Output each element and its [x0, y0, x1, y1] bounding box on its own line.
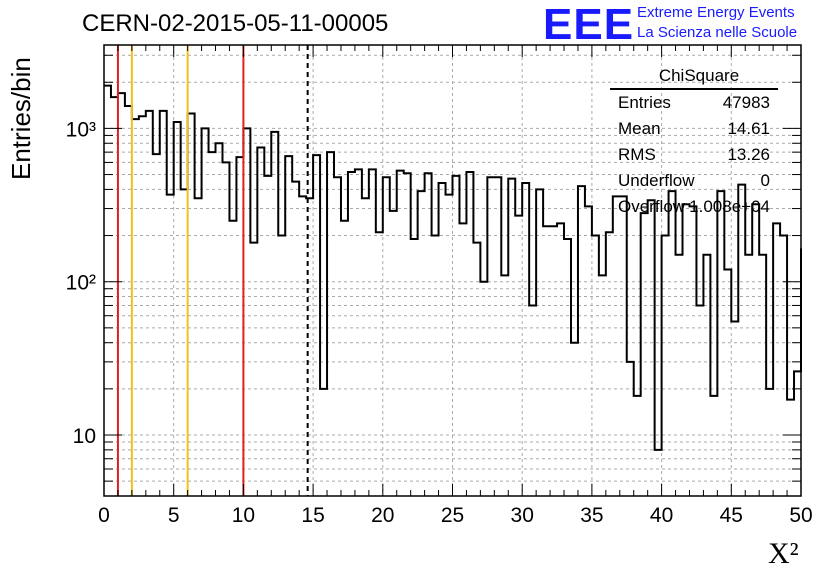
x-tick-label: 40: [650, 504, 673, 527]
eee-logo: EEE: [543, 3, 634, 47]
stats-row-entries: Entries 47983: [610, 91, 778, 117]
stats-rms-value: 13.26: [727, 145, 770, 164]
x-tick-label: 5: [168, 504, 180, 527]
stats-entries-label: Entries: [618, 93, 671, 112]
eee-logo-text: EEE: [543, 0, 635, 49]
x-tick-label: 15: [301, 504, 324, 527]
stats-underflow-label: Underflow: [618, 171, 695, 190]
stats-row-rms: RMS 13.26: [610, 143, 778, 169]
x-tick-label: 0: [98, 504, 110, 527]
stats-mean-value: 14.61: [727, 119, 770, 138]
logo-tagline-1: Extreme Energy Events: [637, 4, 795, 21]
y-tick-label: 10: [73, 425, 96, 448]
chart-title: CERN-02-2015-05-11-00005: [82, 10, 389, 37]
stats-box: ChiSquare Entries 47983 Mean 14.61 RMS 1…: [610, 66, 778, 221]
stats-row-mean: Mean 14.61: [610, 117, 778, 143]
x-tick-label: 25: [441, 504, 464, 527]
stats-mean-label: Mean: [618, 119, 661, 138]
y-tick-label: 10²: [66, 272, 96, 295]
stats-title: ChiSquare: [658, 66, 740, 85]
logo-tagline-2: La Scienza nelle Scuole: [637, 24, 798, 41]
stats-overflow-label: Overflow: [618, 197, 686, 216]
stats-row-overflow: Overflow 1.008e+04: [610, 195, 778, 221]
stats-underflow-value: 0: [760, 171, 770, 190]
x-tick-label: 20: [371, 504, 394, 527]
x-tick-label: 45: [720, 504, 743, 527]
stats-row-underflow: Underflow 0: [610, 169, 778, 195]
y-tick-label: 10³: [66, 118, 96, 141]
stats-entries-value: 47983: [722, 93, 770, 112]
x-axis-label: X²: [768, 537, 799, 570]
stats-divider: [610, 88, 778, 90]
x-tick-label: 50: [789, 504, 812, 527]
stats-rms-label: RMS: [618, 145, 656, 164]
histogram-series: [104, 84, 802, 451]
x-tick-label: 30: [511, 504, 534, 527]
stats-overflow-value: 1.008e+04: [689, 197, 770, 216]
x-tick-label: 35: [580, 504, 603, 527]
x-tick-label: 10: [232, 504, 255, 527]
y-axis-label: Entries/bin: [6, 57, 36, 180]
